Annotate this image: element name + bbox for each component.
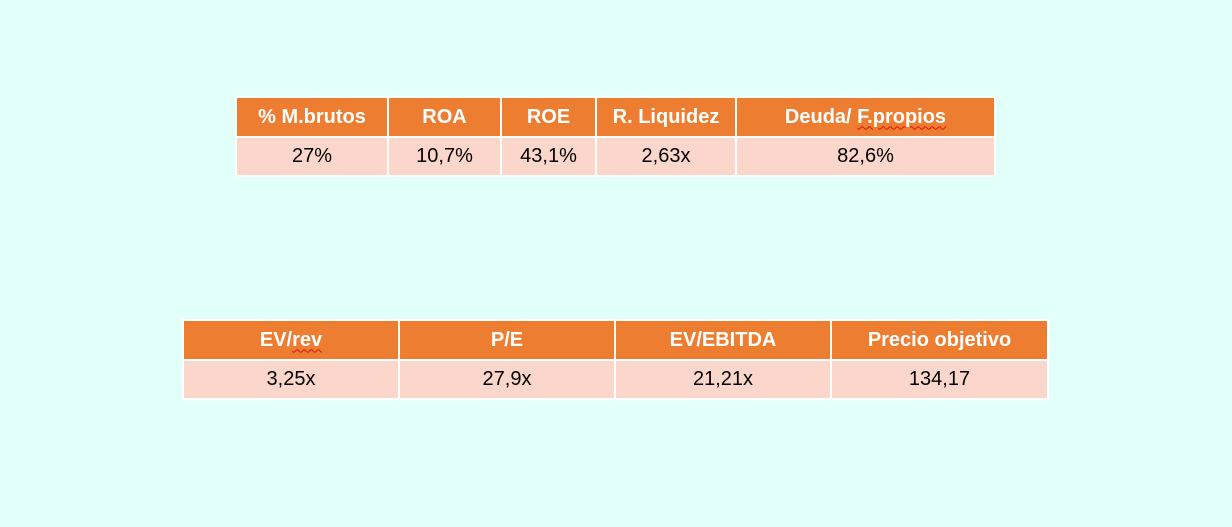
header-cell-gross-margin: % M.brutos: [235, 96, 389, 138]
value-cell-ev-rev: 3,25x: [182, 359, 400, 400]
value-cell-roe: 43,1%: [500, 136, 597, 177]
header-cell-roa: ROA: [387, 96, 502, 138]
header-text-equity-spellcheck: F.propios: [857, 105, 947, 128]
ratios-table: % M.brutos ROA ROE R. Liquidez Deuda/ F.…: [235, 96, 996, 177]
header-cell-liquidity: R. Liquidez: [595, 96, 737, 138]
table-header-row: % M.brutos ROA ROE R. Liquidez Deuda/ F.…: [235, 96, 996, 138]
value-cell-pe: 27,9x: [398, 359, 616, 400]
header-text-rev-spellcheck: rev: [292, 328, 323, 351]
table-row: 3,25x 27,9x 21,21x 134,17: [182, 359, 1049, 400]
value-cell-roa: 10,7%: [387, 136, 502, 177]
header-text-debt: Deuda/: [784, 105, 858, 128]
header-cell-pe: P/E: [398, 319, 616, 361]
header-cell-debt-equity: Deuda/ F.propios: [735, 96, 996, 138]
value-cell-ev-ebitda: 21,21x: [614, 359, 832, 400]
header-text-ev: EV/: [259, 328, 293, 351]
value-cell-target-price: 134,17: [830, 359, 1049, 400]
value-cell-debt-equity: 82,6%: [735, 136, 996, 177]
header-cell-roe: ROE: [500, 96, 597, 138]
header-cell-ev-rev: EV/rev: [182, 319, 400, 361]
table-row: 27% 10,7% 43,1% 2,63x 82,6%: [235, 136, 996, 177]
table-header-row: EV/rev P/E EV/EBITDA Precio objetivo: [182, 319, 1049, 361]
header-cell-target-price: Precio objetivo: [830, 319, 1049, 361]
value-cell-gross-margin: 27%: [235, 136, 389, 177]
header-cell-ev-ebitda: EV/EBITDA: [614, 319, 832, 361]
value-cell-liquidity: 2,63x: [595, 136, 737, 177]
valuation-table: EV/rev P/E EV/EBITDA Precio objetivo 3,2…: [182, 319, 1049, 400]
